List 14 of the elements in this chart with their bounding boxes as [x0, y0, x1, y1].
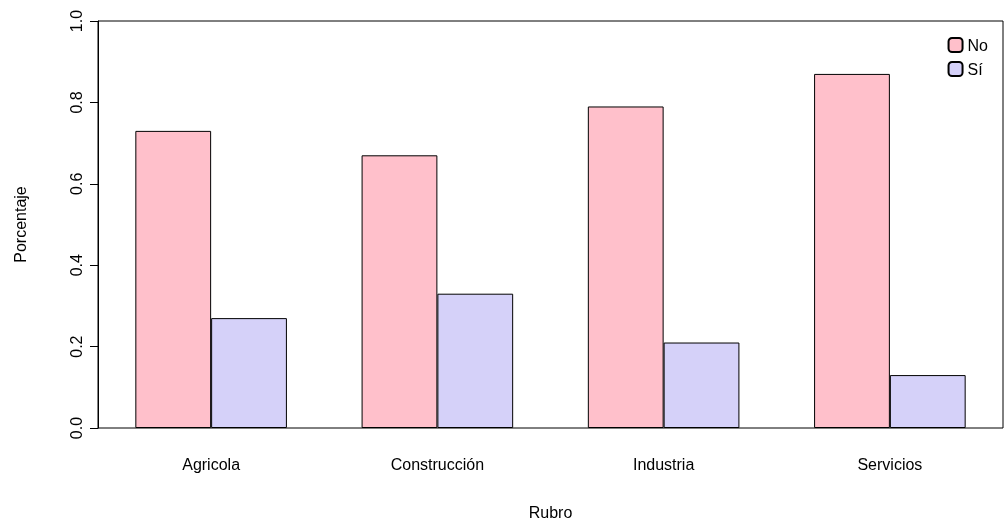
- legend-label: No: [967, 36, 989, 54]
- x-tick-label: Construcción: [390, 455, 485, 473]
- y-tick-label: 0.8: [67, 91, 85, 114]
- y-axis-title: Porcentaje: [11, 186, 29, 263]
- x-tick-label: Servicios: [857, 455, 923, 473]
- y-tick-label: 0.6: [67, 172, 85, 195]
- y-tick-label: 0.4: [67, 253, 85, 277]
- x-tick-label: Agricola: [182, 455, 241, 473]
- x-axis-title: Rubro: [528, 503, 573, 521]
- x-tick-label: Industria: [632, 455, 695, 473]
- legend-label: Sí: [967, 60, 984, 78]
- y-tick-label: 1.0: [67, 9, 85, 33]
- y-tick-label: 0.0: [67, 416, 85, 440]
- y-tick-label: 0.2: [67, 335, 85, 358]
